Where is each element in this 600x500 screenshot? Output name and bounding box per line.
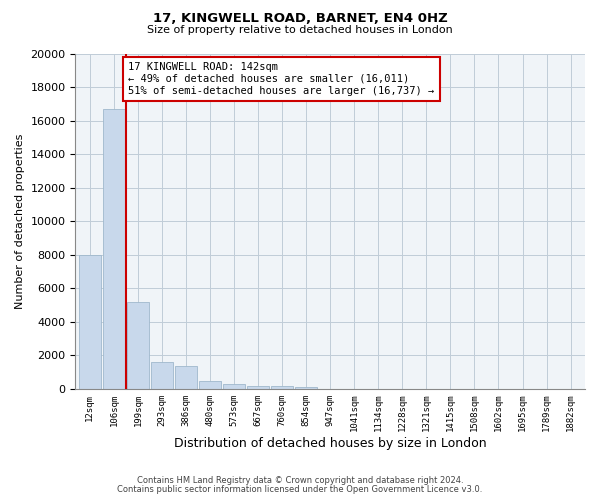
Bar — [127, 302, 149, 389]
Bar — [295, 387, 317, 389]
Bar — [103, 110, 125, 389]
Bar — [151, 362, 173, 389]
Text: Size of property relative to detached houses in London: Size of property relative to detached ho… — [147, 25, 453, 35]
Text: 17, KINGWELL ROAD, BARNET, EN4 0HZ: 17, KINGWELL ROAD, BARNET, EN4 0HZ — [152, 12, 448, 26]
X-axis label: Distribution of detached houses by size in London: Distribution of detached houses by size … — [174, 437, 487, 450]
Text: 17 KINGWELL ROAD: 142sqm
← 49% of detached houses are smaller (16,011)
51% of se: 17 KINGWELL ROAD: 142sqm ← 49% of detach… — [128, 62, 434, 96]
Bar — [199, 380, 221, 389]
Bar — [247, 386, 269, 389]
Bar — [175, 366, 197, 389]
Bar — [271, 386, 293, 389]
Y-axis label: Number of detached properties: Number of detached properties — [15, 134, 25, 309]
Text: Contains HM Land Registry data © Crown copyright and database right 2024.: Contains HM Land Registry data © Crown c… — [137, 476, 463, 485]
Text: Contains public sector information licensed under the Open Government Licence v3: Contains public sector information licen… — [118, 485, 482, 494]
Bar — [79, 255, 101, 389]
Bar — [223, 384, 245, 389]
